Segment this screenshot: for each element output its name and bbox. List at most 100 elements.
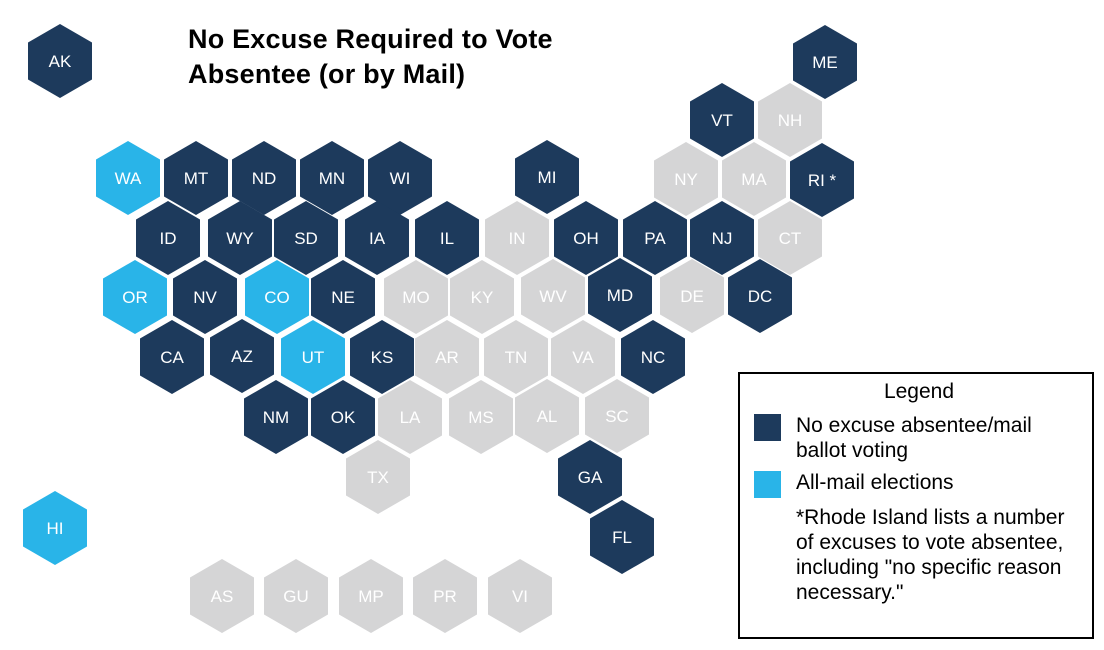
- state-hex-ok: OK: [311, 380, 375, 454]
- state-label-ct: CT: [779, 229, 802, 248]
- state-label-as: AS: [211, 587, 234, 606]
- state-hex-shape-sc: [585, 379, 649, 453]
- state-hex-shape-ak: [28, 24, 92, 98]
- state-hex-wy: WY: [208, 201, 272, 275]
- state-label-in: IN: [509, 229, 526, 248]
- state-hex-md: MD: [588, 258, 652, 332]
- state-hex-shape-wv: [521, 259, 585, 333]
- state-hex-me: ME: [793, 25, 857, 99]
- state-label-de: DE: [680, 287, 704, 306]
- state-label-wv: WV: [539, 287, 567, 306]
- state-hex-nm: NM: [244, 380, 308, 454]
- state-label-ks: KS: [371, 348, 394, 367]
- state-hex-shape-ms: [449, 380, 513, 454]
- state-hex-wa: WA: [96, 141, 160, 215]
- state-hex-shape-nj: [690, 201, 754, 275]
- page-title-line1: No Excuse Required to Vote: [188, 24, 553, 54]
- state-hex-shape-dc: [728, 259, 792, 333]
- state-hex-shape-wa: [96, 141, 160, 215]
- state-hex-dc: DC: [728, 259, 792, 333]
- state-hex-shape-fl: [590, 500, 654, 574]
- state-hex-ct: CT: [758, 201, 822, 275]
- state-label-al: AL: [537, 407, 558, 426]
- state-hex-ny: NY: [654, 142, 718, 216]
- state-hex-mo: MO: [384, 260, 448, 334]
- state-hex-shape-ia: [345, 201, 409, 275]
- legend-swatch-cyan: [754, 471, 781, 498]
- state-hex-shape-sd: [274, 201, 338, 275]
- state-hex-shape-la: [378, 380, 442, 454]
- state-hex-co: CO: [245, 260, 309, 334]
- state-hex-shape-ma: [722, 142, 786, 216]
- state-hex-shape-ky: [450, 260, 514, 334]
- state-hex-shape-az: [210, 319, 274, 393]
- state-hex-mi: MI: [515, 140, 579, 214]
- state-hex-hi: HI: [23, 491, 87, 565]
- state-hex-shape-vi: [488, 559, 552, 633]
- state-label-mi: MI: [538, 168, 557, 187]
- state-label-co: CO: [264, 288, 290, 307]
- state-label-ia: IA: [369, 229, 386, 248]
- legend-item-all-mail: All-mail elections: [754, 470, 1084, 498]
- state-label-id: ID: [160, 229, 177, 248]
- state-hex-ms: MS: [449, 380, 513, 454]
- state-hex-shape-il: [415, 201, 479, 275]
- state-hex-shape-gu: [264, 559, 328, 633]
- state-hex-shape-in: [485, 201, 549, 275]
- state-label-nc: NC: [641, 348, 666, 367]
- state-hex-shape-co: [245, 260, 309, 334]
- state-hex-il: IL: [415, 201, 479, 275]
- state-hex-shape-al: [515, 379, 579, 453]
- state-label-ca: CA: [160, 348, 184, 367]
- state-hex-shape-ny: [654, 142, 718, 216]
- state-label-nv: NV: [193, 288, 217, 307]
- state-label-pa: PA: [644, 229, 666, 248]
- state-label-nj: NJ: [712, 229, 733, 248]
- state-hex-shape-mi: [515, 140, 579, 214]
- state-hex-shape-tn: [484, 320, 548, 394]
- state-hex-shape-mo: [384, 260, 448, 334]
- state-label-va: VA: [572, 348, 594, 367]
- state-hex-va: VA: [551, 320, 615, 394]
- state-hex-ar: AR: [415, 320, 479, 394]
- state-hex-shape-oh: [554, 201, 618, 275]
- state-label-ar: AR: [435, 348, 459, 367]
- state-hex-as: AS: [190, 559, 254, 633]
- state-hex-shape-wy: [208, 201, 272, 275]
- state-hex-fl: FL: [590, 500, 654, 574]
- state-label-az: AZ: [231, 347, 253, 366]
- state-hex-or: OR: [103, 260, 167, 334]
- state-label-ny: NY: [674, 170, 698, 189]
- state-hex-tx: TX: [346, 440, 410, 514]
- state-label-ky: KY: [471, 288, 494, 307]
- state-label-mn: MN: [319, 169, 345, 188]
- state-hex-id: ID: [136, 201, 200, 275]
- state-hex-pa: PA: [623, 201, 687, 275]
- state-hex-shape-ga: [558, 440, 622, 514]
- state-label-ne: NE: [331, 288, 355, 307]
- state-label-hi: HI: [47, 519, 64, 538]
- state-hex-mp: MP: [339, 559, 403, 633]
- state-hex-shape-nv: [173, 260, 237, 334]
- state-hex-shape-mt: [164, 141, 228, 215]
- state-label-tx: TX: [367, 468, 389, 487]
- state-label-me: ME: [812, 53, 838, 72]
- state-hex-wi: WI: [368, 141, 432, 215]
- state-hex-ga: GA: [558, 440, 622, 514]
- state-hex-shape-or: [103, 260, 167, 334]
- state-hex-shape-nc: [621, 320, 685, 394]
- legend-swatch-navy: [754, 414, 781, 441]
- state-hex-az: AZ: [210, 319, 274, 393]
- state-label-gu: GU: [283, 587, 309, 606]
- state-hex-shape-tx: [346, 440, 410, 514]
- state-label-ms: MS: [468, 408, 494, 427]
- state-hex-tn: TN: [484, 320, 548, 394]
- state-hex-shape-wi: [368, 141, 432, 215]
- state-hex-vt: VT: [690, 83, 754, 157]
- state-hex-shape-hi: [23, 491, 87, 565]
- state-label-wi: WI: [390, 169, 411, 188]
- state-hex-shape-ok: [311, 380, 375, 454]
- state-hex-ky: KY: [450, 260, 514, 334]
